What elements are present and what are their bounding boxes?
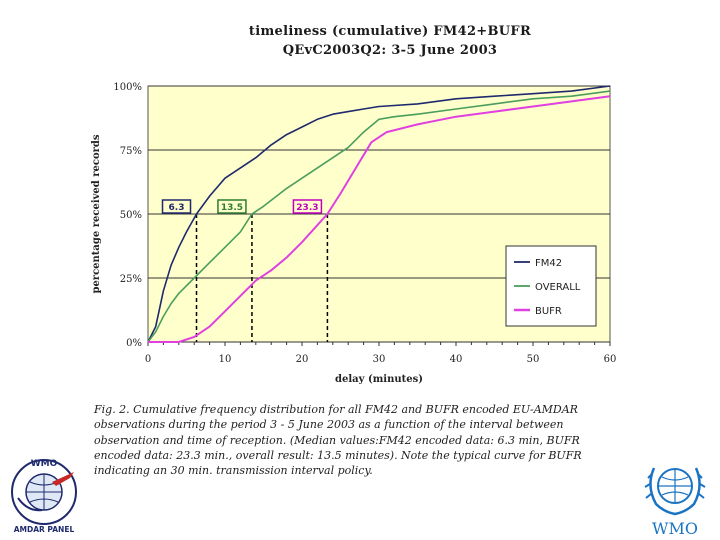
x-axis-title: delay (minutes) — [335, 374, 423, 385]
legend-label: FM42 — [535, 258, 562, 269]
y-tick-label: 75% — [120, 146, 142, 157]
amdar-logo-bottom-text: AMDAR PANEL — [14, 525, 75, 534]
x-tick-label: 50 — [527, 354, 540, 365]
x-tick-label: 20 — [296, 354, 309, 365]
chart-title-block: timeliness (cumulative) FM42+BUFR QEvC20… — [230, 22, 550, 60]
median-label: 13.5 — [221, 203, 243, 213]
wmo-logo: WMO — [644, 467, 706, 538]
x-tick-label: 10 — [219, 354, 232, 365]
median-label: 6.3 — [169, 203, 185, 213]
y-tick-label: 0% — [126, 338, 142, 349]
chart-subtitle: QEvC2003Q2: 3-5 June 2003 — [282, 43, 498, 58]
series-line-bufr — [148, 95, 611, 343]
x-tick-label: 60 — [604, 354, 617, 365]
x-tick-label: 30 — [373, 354, 386, 365]
median-box — [217, 199, 247, 214]
wmo-logo-text: WMO — [652, 519, 698, 538]
legend-label: BUFR — [535, 306, 562, 317]
chart-title: timeliness (cumulative) FM42+BUFR — [248, 24, 532, 39]
wmo-amdar-panel-logo: WMO AMDAR PANEL — [11, 459, 77, 534]
figure-caption: Fig. 2. Cumulative frequency distributio… — [94, 403, 582, 478]
y-tick-label: 25% — [120, 274, 142, 285]
x-tick-label: 40 — [450, 354, 463, 365]
median-box — [292, 199, 323, 214]
chart: 0% 25% 50% 75% 100% 0 10 20 30 40 50 60 6.3 13.5 23.… — [91, 82, 617, 385]
median-label: 23.3 — [296, 203, 318, 213]
y-axis-title: percentage received records — [91, 134, 102, 293]
x-axis-ticks: 0 10 20 30 40 50 60 — [145, 342, 617, 365]
legend-label: OVERALL — [535, 282, 581, 293]
series-line-fm42 — [147, 85, 611, 343]
median-markers: 6.3 13.5 23.3 — [161, 199, 329, 342]
x-tick-label: 0 — [145, 354, 151, 365]
y-axis-ticks: 0% 25% 50% 75% 100% — [113, 82, 142, 349]
series-lines — [147, 85, 611, 343]
legend: FM42 OVERALL BUFR — [505, 245, 597, 327]
y-tick-label: 100% — [113, 82, 142, 93]
median-box — [161, 199, 192, 214]
series-line-overall — [147, 90, 611, 343]
amdar-logo-top-text: WMO — [31, 459, 58, 469]
y-tick-label: 50% — [120, 210, 142, 221]
